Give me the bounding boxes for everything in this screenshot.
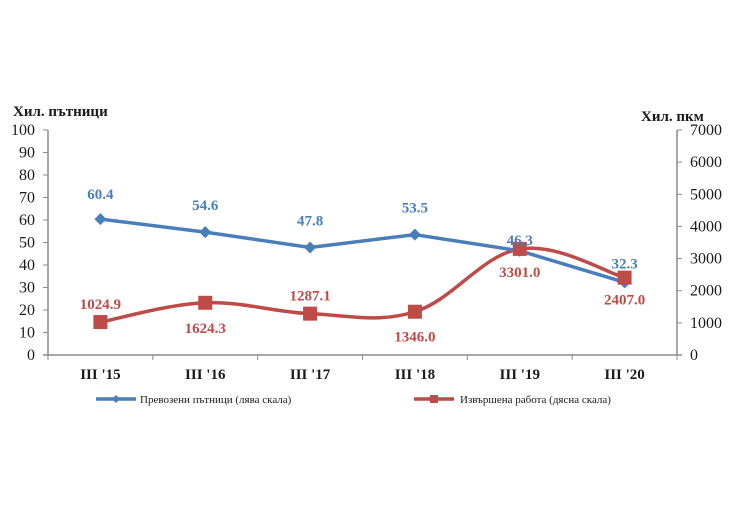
data-label-work: 1287.1	[289, 289, 330, 305]
left-tick-label: 50	[19, 235, 35, 252]
point-work	[512, 241, 527, 256]
point-work	[303, 306, 318, 321]
data-label-work: 3301.0	[499, 265, 540, 281]
legend-label-passengers: Превозени пътници (лява скала)	[140, 394, 292, 406]
legend-marker-passengers	[112, 395, 120, 403]
data-label-work: 2407.0	[604, 293, 645, 309]
left-tick-label: 20	[19, 302, 35, 319]
data-label-passengers: 32.3	[611, 256, 637, 272]
x-tick-label: III '18	[395, 367, 435, 383]
data-label-work: 1346.0	[394, 330, 435, 346]
x-tick-label: III '19	[500, 367, 540, 383]
left-tick-label: 40	[19, 257, 35, 274]
data-label-passengers: 54.6	[192, 198, 219, 214]
point-passengers	[304, 241, 317, 254]
point-work	[407, 304, 422, 319]
right-tick-label: 3000	[690, 251, 722, 268]
left-tick-label: 0	[27, 347, 35, 364]
series-line-passengers	[100, 217, 626, 285]
point-work	[617, 270, 632, 285]
x-tick-label: III '16	[185, 367, 226, 383]
data-label-passengers: 46.3	[507, 233, 533, 249]
legend-label-work: Извършена работа (дясна скала)	[460, 394, 611, 406]
right-axis-title: Хил. пкм	[641, 109, 704, 125]
right-tick-label: 1000	[690, 315, 722, 332]
point-passengers	[199, 226, 212, 239]
x-tick-label: III '15	[80, 367, 120, 383]
left-tick-label: 80	[19, 167, 35, 184]
series-line-work	[100, 246, 626, 324]
left-tick-label: 60	[19, 212, 35, 229]
left-tick-label: 90	[19, 145, 35, 162]
left-tick-label: 10	[19, 325, 35, 342]
data-label-passengers: 53.5	[402, 201, 428, 217]
left-axis-title: Хил. пътници	[13, 104, 108, 120]
x-tick-label: III '20	[604, 367, 644, 383]
left-tick-label: 70	[19, 190, 35, 207]
legend-marker-work	[430, 395, 438, 403]
point-work	[93, 315, 108, 330]
right-tick-label: 2000	[690, 283, 722, 300]
data-label-work: 1024.9	[80, 297, 121, 313]
right-tick-label: 6000	[690, 154, 722, 171]
point-passengers	[94, 213, 107, 226]
point-work	[198, 295, 213, 310]
left-tick-label: 100	[11, 122, 35, 139]
x-tick-label: III '17	[290, 367, 331, 383]
data-label-passengers: 47.8	[297, 213, 323, 229]
right-tick-label: 4000	[690, 218, 722, 235]
data-label-passengers: 60.4	[87, 187, 114, 203]
right-tick-label: 7000	[690, 122, 722, 139]
left-tick-label: 30	[19, 280, 35, 297]
data-label-work: 1624.3	[185, 321, 226, 337]
right-tick-label: 0	[690, 347, 698, 364]
right-tick-label: 5000	[690, 186, 722, 203]
point-passengers	[408, 228, 421, 241]
